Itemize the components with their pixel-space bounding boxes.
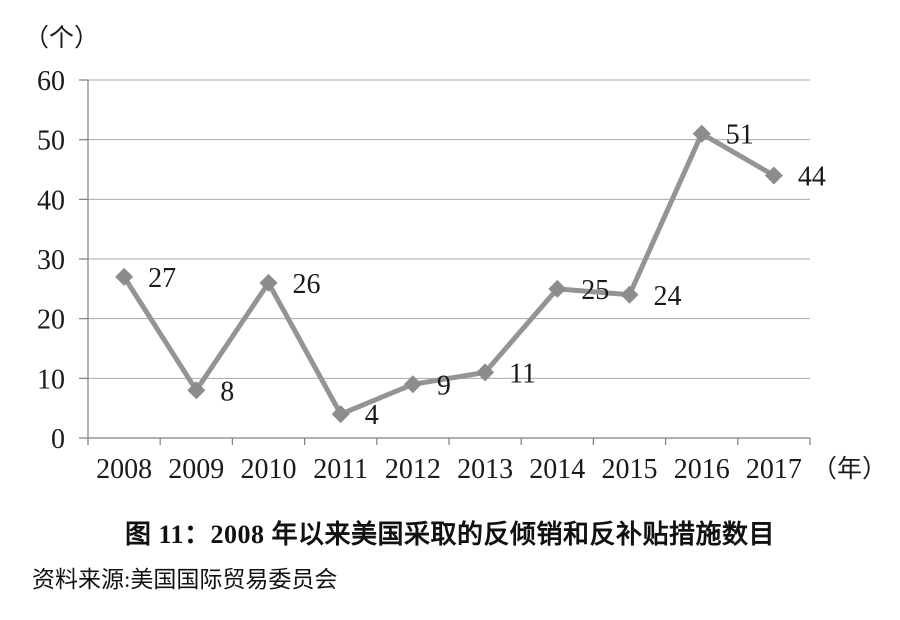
x-tick-label: 2015: [602, 454, 658, 485]
data-point-label-2015: 24: [654, 281, 682, 312]
x-tick-label: 2013: [457, 454, 513, 485]
y-tick-label: 50: [37, 126, 65, 157]
data-point-label-2016: 51: [726, 120, 754, 151]
axes: [79, 79, 811, 445]
data-point-label-2011: 4: [365, 400, 379, 431]
y-tick-label: 10: [37, 364, 65, 395]
data-point-marker-2009: [187, 381, 206, 400]
axis-labels: 0 10 20 30 40 50 60 2008 2009 2010 2011 2012 2013 201…: [24, 24, 887, 485]
figure-source: 资料来源:美国国际贸易委员会: [32, 567, 338, 592]
data-point-marker-2017: [764, 166, 783, 185]
y-tick-label: 20: [37, 305, 65, 336]
data-point-label-2017: 44: [798, 161, 826, 192]
data-point-label-2012: 9: [437, 370, 451, 401]
figure-caption: 图 11：2008 年以来美国采取的反倾销和反补贴措施数目: [124, 520, 776, 549]
x-tick-label: 2014: [529, 454, 585, 485]
data-point-marker-2015: [620, 285, 639, 304]
y-tick-label: 30: [37, 245, 65, 276]
series-line: [121, 131, 777, 417]
x-tick-label: 2008: [96, 454, 152, 485]
data-point-marker-2008: [115, 267, 134, 286]
data-point-label-2008: 27: [148, 263, 176, 294]
x-tick-label: 2010: [241, 454, 297, 485]
x-axis-unit-label: （年）: [812, 455, 887, 483]
y-tick-label: 0: [51, 424, 65, 455]
data-point-label-2014: 25: [581, 275, 609, 306]
x-tick-label: 2017: [746, 454, 802, 485]
data-point-marker-2012: [403, 375, 422, 394]
data-point-label-2010: 26: [293, 269, 321, 300]
data-point-marker-2016: [692, 124, 711, 143]
x-tick-label: 2009: [168, 454, 224, 485]
gridlines: [88, 79, 810, 379]
data-point-label-2013: 11: [509, 358, 536, 389]
y-tick-label: 60: [37, 66, 65, 97]
data-point-marker-2013: [476, 363, 495, 382]
data-points: 27 8 26 4 9 11 25 24 51 44: [115, 120, 826, 431]
x-tick-label: 2016: [674, 454, 730, 485]
x-tick-label: 2012: [385, 454, 441, 485]
x-tick-label: 2011: [313, 454, 368, 485]
data-point-label-2009: 8: [220, 376, 234, 407]
y-tick-label: 40: [37, 185, 65, 216]
y-axis-unit-label: （个）: [24, 24, 99, 52]
line-chart-canvas: 0 10 20 30 40 50 60 2008 2009 2010 2011 2012 2013 201…: [24, 24, 887, 485]
data-point-marker-2011: [331, 405, 350, 424]
data-point-marker-2014: [548, 279, 567, 298]
data-point-marker-2010: [259, 273, 278, 292]
